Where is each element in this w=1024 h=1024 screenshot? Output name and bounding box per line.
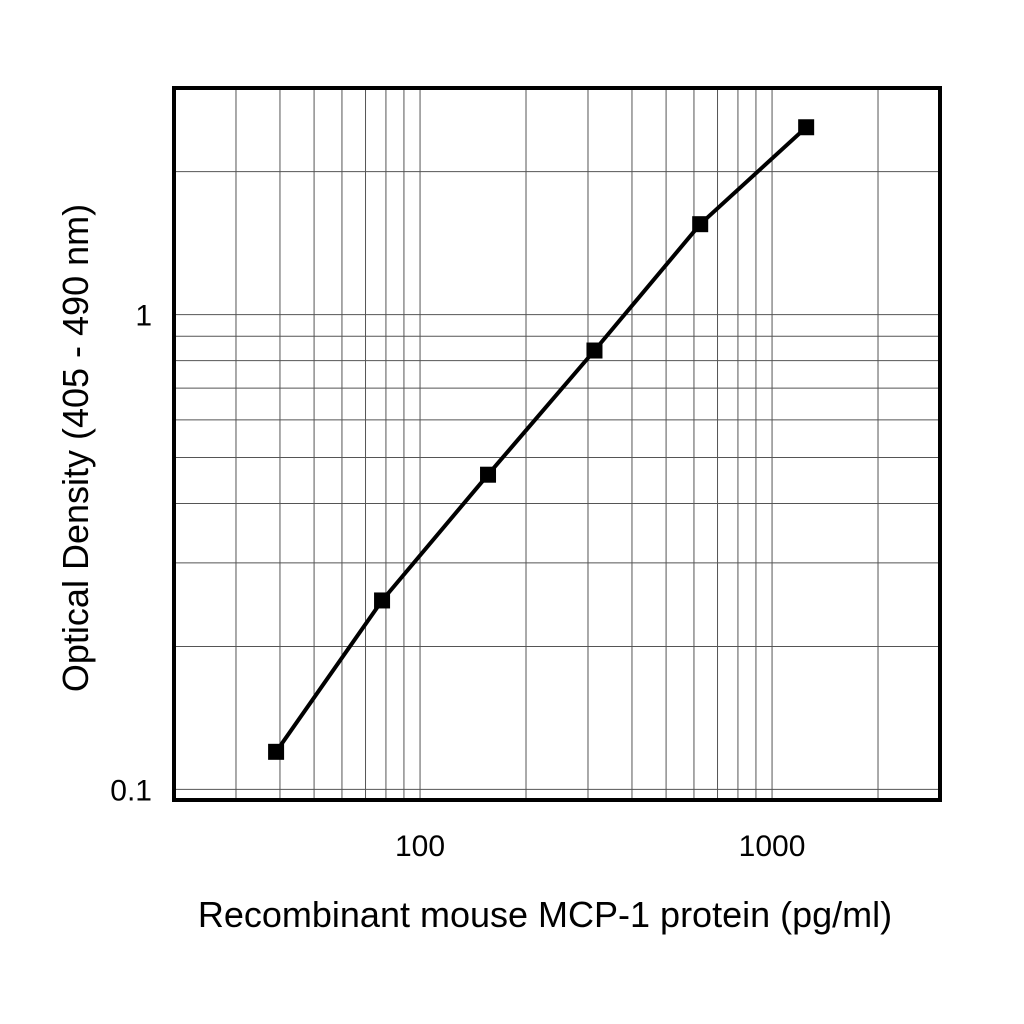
- data-point-marker: [798, 119, 815, 136]
- plot-frame: [172, 86, 942, 802]
- data-point-marker: [480, 466, 497, 483]
- y-axis-tick-labels: 0.11: [110, 300, 152, 808]
- y-axis-title: Optical Density (405 - 490 nm): [55, 204, 96, 692]
- data-point-marker: [374, 592, 391, 609]
- data-point-marker: [268, 743, 285, 760]
- y-tick-label: 1: [135, 300, 152, 333]
- series-line: [274, 125, 808, 753]
- x-axis-tick-labels: 100 1000: [395, 830, 805, 863]
- x-axis-title: Recombinant mouse MCP-1 protein (pg/ml): [198, 894, 892, 935]
- x-tick-label: 1000: [739, 830, 806, 863]
- data-point-marker: [586, 342, 603, 359]
- grid: [174, 88, 940, 800]
- data-point-marker: [692, 216, 709, 233]
- y-tick-label: 0.1: [110, 774, 152, 807]
- x-tick-label: 100: [395, 830, 445, 863]
- series-group: [268, 119, 815, 760]
